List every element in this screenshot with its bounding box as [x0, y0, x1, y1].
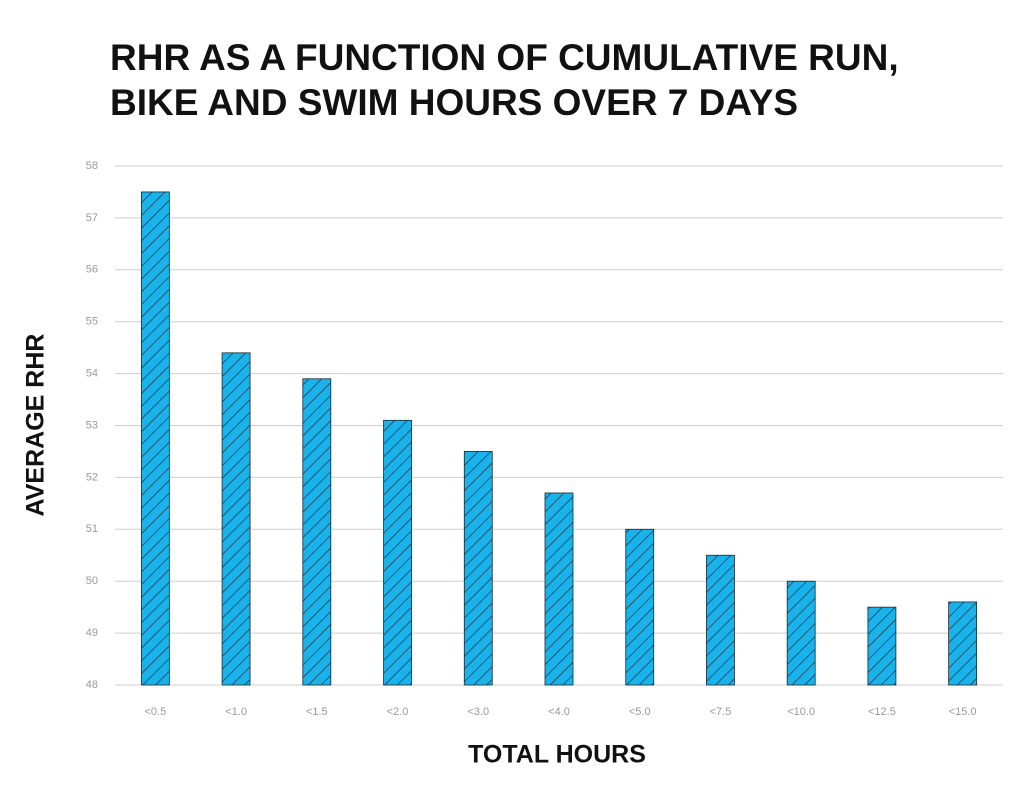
x-tick-label: <1.5 [306, 706, 328, 718]
y-tick-label: 55 [86, 316, 98, 328]
x-tick-label: <12.5 [868, 706, 896, 718]
y-tick-label: 56 [86, 264, 98, 276]
x-tick-label: <0.5 [145, 706, 167, 718]
bar [867, 606, 897, 686]
y-tick-label: 53 [86, 419, 98, 431]
y-tick-label: 57 [86, 212, 98, 224]
y-tick-label: 51 [86, 523, 98, 535]
bar [948, 601, 978, 686]
x-tick-label: <1.0 [225, 706, 247, 718]
bar [544, 492, 574, 686]
bar [786, 580, 816, 686]
bar [221, 352, 251, 686]
bar [140, 191, 170, 686]
x-axis-title: TOTAL HOURS [468, 741, 646, 769]
x-tick-label: <3.0 [467, 706, 489, 718]
y-tick-label: 50 [86, 575, 98, 587]
bar [383, 419, 412, 686]
x-tick-label: <2.0 [387, 706, 409, 718]
y-tick-label: 58 [86, 160, 98, 172]
x-tick-label: <4.0 [548, 706, 570, 718]
chart-title: BIKE AND SWIM HOURS OVER 7 DAYS [110, 82, 798, 123]
bar [302, 378, 332, 686]
y-tick-label: 48 [86, 679, 98, 691]
y-tick-label: 54 [86, 368, 98, 380]
chart-title: RHR AS A FUNCTION OF CUMULATIVE RUN, [110, 37, 899, 78]
y-tick-label: 49 [86, 627, 98, 639]
x-tick-label: <15.0 [949, 706, 977, 718]
x-tick-label: <5.0 [629, 706, 651, 718]
y-tick-label: 52 [86, 471, 98, 483]
x-tick-label: <7.5 [710, 706, 732, 718]
bar [625, 528, 655, 686]
bar [706, 554, 735, 686]
x-tick-label: <10.0 [787, 706, 815, 718]
y-axis-title: AVERAGE RHR [22, 334, 50, 517]
bar [463, 451, 493, 686]
